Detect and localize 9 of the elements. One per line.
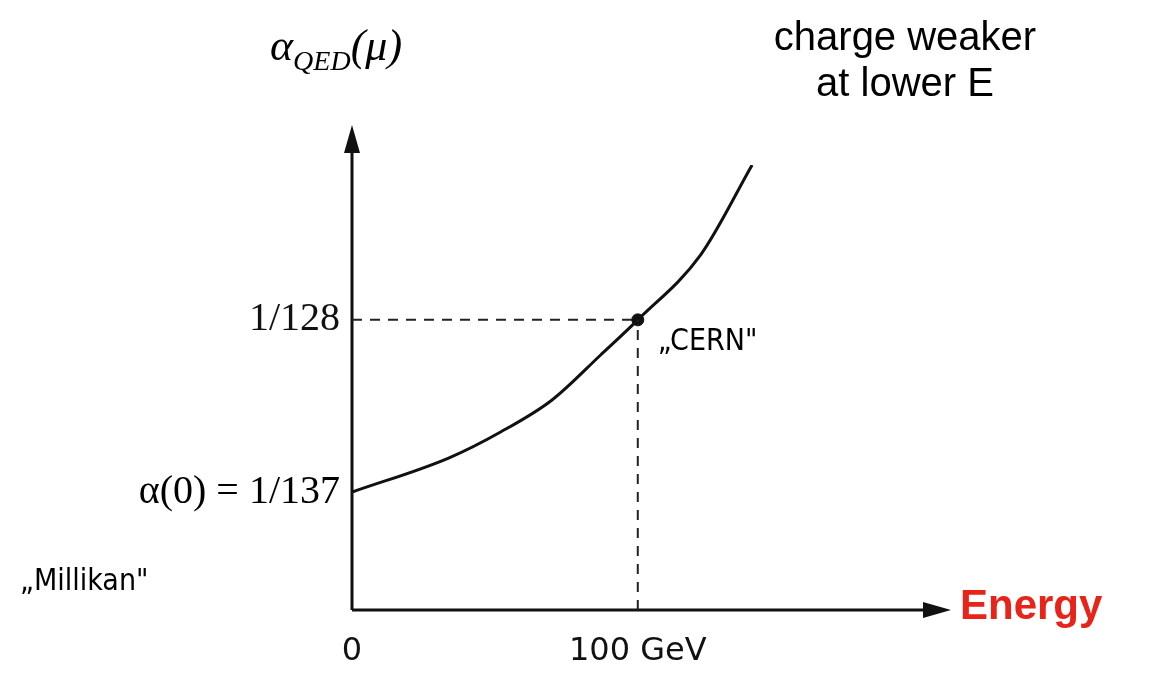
x-tick-label: 0 [341, 629, 363, 668]
x-tick-label: 100 GeV [568, 629, 707, 668]
text: „Millikan" [20, 562, 149, 597]
annotation: α(0) = 1/137 [138, 466, 340, 512]
text: charge weaker at lower E [773, 14, 1037, 104]
annotation: „CERN" [657, 321, 758, 357]
y-axis-title: α$_{QED}$(μ) [270, 20, 403, 77]
x-axis-title: Energy [960, 580, 1104, 628]
ref-line-label: 1/128 [248, 294, 340, 340]
